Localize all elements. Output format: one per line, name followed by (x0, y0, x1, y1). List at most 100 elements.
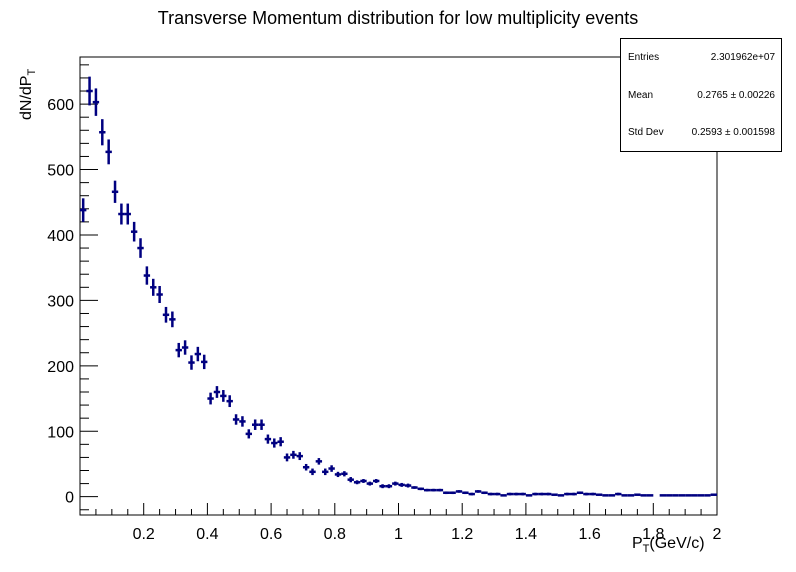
data-point (678, 494, 686, 497)
data-point (551, 493, 558, 496)
stats-box: Entries 2.301962e+07 Mean 0.2765 ± 0.002… (620, 38, 782, 152)
data-point (404, 483, 412, 488)
x-axis-label-unit: (GeV/c) (649, 535, 705, 552)
data-point (322, 468, 329, 476)
data-point (494, 492, 501, 496)
data-point (545, 492, 552, 496)
y-tick-label: 500 (47, 163, 74, 180)
data-point (487, 492, 495, 496)
stats-row-stddev: Std Dev 0.2593 ± 0.001598 (628, 127, 775, 141)
data-point (92, 88, 100, 116)
data-point (213, 386, 221, 398)
data-point (239, 416, 246, 427)
data-point (564, 492, 571, 496)
x-tick-label: 0.8 (324, 526, 346, 543)
data-point (86, 76, 93, 106)
data-point (169, 311, 176, 328)
data-point (455, 490, 463, 493)
data-point (525, 494, 533, 497)
x-tick-label: 2 (713, 526, 722, 543)
data-point (449, 491, 456, 495)
data-point (188, 355, 195, 370)
stats-mean-value: 0.2765 ± 0.00226 (697, 90, 775, 101)
data-point (634, 493, 641, 496)
data-point (513, 492, 520, 496)
data-point (697, 494, 705, 497)
x-axis-label-main: P (632, 535, 643, 552)
data-point (646, 494, 654, 497)
stats-entries-label: Entries (628, 52, 660, 63)
data-point (462, 491, 469, 495)
data-point (589, 492, 596, 496)
data-point (398, 482, 405, 487)
data-point (302, 463, 310, 471)
data-point (710, 493, 717, 496)
data-point (443, 491, 450, 495)
data-point (271, 438, 278, 448)
data-point (99, 119, 106, 146)
data-point (608, 494, 616, 497)
data-point (685, 494, 692, 497)
data-point (111, 180, 119, 203)
data-point (627, 494, 635, 497)
data-point (137, 238, 144, 258)
data-point (570, 492, 577, 496)
y-tick-label: 300 (47, 293, 74, 310)
x-tick-label: 1 (394, 526, 403, 543)
data-point (468, 492, 475, 496)
stats-row-mean: Mean 0.2765 ± 0.00226 (628, 90, 775, 104)
data-point (290, 450, 297, 459)
data-point (532, 492, 539, 496)
data-point (220, 390, 227, 402)
data-point (201, 354, 208, 370)
data-point (366, 481, 374, 486)
data-point (506, 492, 514, 496)
data-point (296, 452, 303, 461)
data-point (621, 494, 628, 497)
y-tick-label: 100 (47, 424, 74, 441)
data-point (245, 429, 252, 439)
data-point (557, 494, 565, 497)
x-tick-label: 0.2 (133, 526, 155, 543)
data-point (334, 471, 342, 478)
data-point (143, 266, 151, 285)
data-point (583, 492, 590, 496)
y-axis-label-main: dN/dP (18, 75, 35, 120)
y-tick-label: 200 (47, 359, 74, 376)
data-point (385, 484, 393, 489)
data-point (360, 479, 367, 483)
data-point (595, 493, 603, 496)
data-point (500, 494, 507, 497)
x-axis-label-sub: T (642, 543, 650, 556)
data-point (373, 479, 380, 483)
data-point (423, 488, 431, 492)
data-point (207, 392, 214, 405)
x-tick-label: 1.6 (578, 526, 600, 543)
x-axis-label: PT(GeV/c) (632, 535, 705, 555)
data-point (538, 492, 546, 496)
data-point (194, 346, 202, 362)
data-point (309, 468, 316, 476)
data-point (232, 414, 240, 425)
data-point (392, 481, 399, 486)
data-point (417, 487, 424, 491)
data-point (666, 494, 673, 497)
data-point (602, 494, 609, 497)
data-point (436, 488, 444, 492)
data-point (162, 306, 170, 323)
data-point (430, 488, 437, 492)
y-axis-label-sub: T (26, 68, 39, 76)
data-point (226, 395, 233, 408)
data-point (615, 492, 622, 496)
data-point (118, 203, 125, 225)
data-point (379, 484, 386, 489)
x-tick-label: 1.4 (515, 526, 537, 543)
data-point (481, 491, 488, 495)
data-point (341, 471, 348, 477)
y-tick-label: 400 (47, 228, 74, 245)
x-tick-label: 0.6 (260, 526, 282, 543)
data-points (80, 76, 717, 497)
data-point (315, 458, 323, 465)
data-point (691, 494, 698, 497)
